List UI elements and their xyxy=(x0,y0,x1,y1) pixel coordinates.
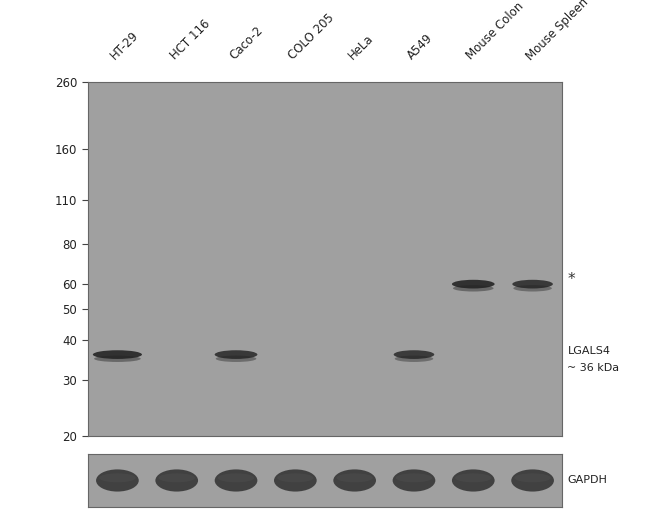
Ellipse shape xyxy=(452,280,495,288)
Ellipse shape xyxy=(395,355,434,362)
Ellipse shape xyxy=(99,474,136,482)
Text: COLO 205: COLO 205 xyxy=(286,12,337,62)
Text: HCT 116: HCT 116 xyxy=(168,17,213,62)
Ellipse shape xyxy=(155,469,198,492)
Ellipse shape xyxy=(394,350,434,359)
Text: Mouse Spleen: Mouse Spleen xyxy=(523,0,591,62)
Text: HT-29: HT-29 xyxy=(108,29,142,62)
Ellipse shape xyxy=(218,474,254,482)
Ellipse shape xyxy=(216,355,256,362)
Ellipse shape xyxy=(455,474,491,482)
Ellipse shape xyxy=(514,474,551,482)
Ellipse shape xyxy=(512,280,553,288)
Ellipse shape xyxy=(93,350,142,359)
Text: GAPDH: GAPDH xyxy=(567,476,607,485)
Ellipse shape xyxy=(214,469,257,492)
Ellipse shape xyxy=(396,474,432,482)
Ellipse shape xyxy=(94,355,141,362)
Ellipse shape xyxy=(453,285,493,291)
Ellipse shape xyxy=(393,469,436,492)
Text: Mouse Colon: Mouse Colon xyxy=(464,0,526,62)
Text: A549: A549 xyxy=(405,32,436,62)
Ellipse shape xyxy=(277,474,313,482)
Ellipse shape xyxy=(512,469,554,492)
Ellipse shape xyxy=(96,469,138,492)
Text: LGALS4: LGALS4 xyxy=(567,346,610,356)
Ellipse shape xyxy=(452,469,495,492)
Ellipse shape xyxy=(514,285,552,291)
Ellipse shape xyxy=(337,474,373,482)
Text: HeLa: HeLa xyxy=(345,32,376,62)
Ellipse shape xyxy=(333,469,376,492)
Text: Caco-2: Caco-2 xyxy=(227,24,265,62)
Text: ~ 36 kDa: ~ 36 kDa xyxy=(567,363,619,373)
Text: *: * xyxy=(567,272,575,287)
Ellipse shape xyxy=(274,469,317,492)
Ellipse shape xyxy=(159,474,195,482)
Ellipse shape xyxy=(214,350,257,359)
